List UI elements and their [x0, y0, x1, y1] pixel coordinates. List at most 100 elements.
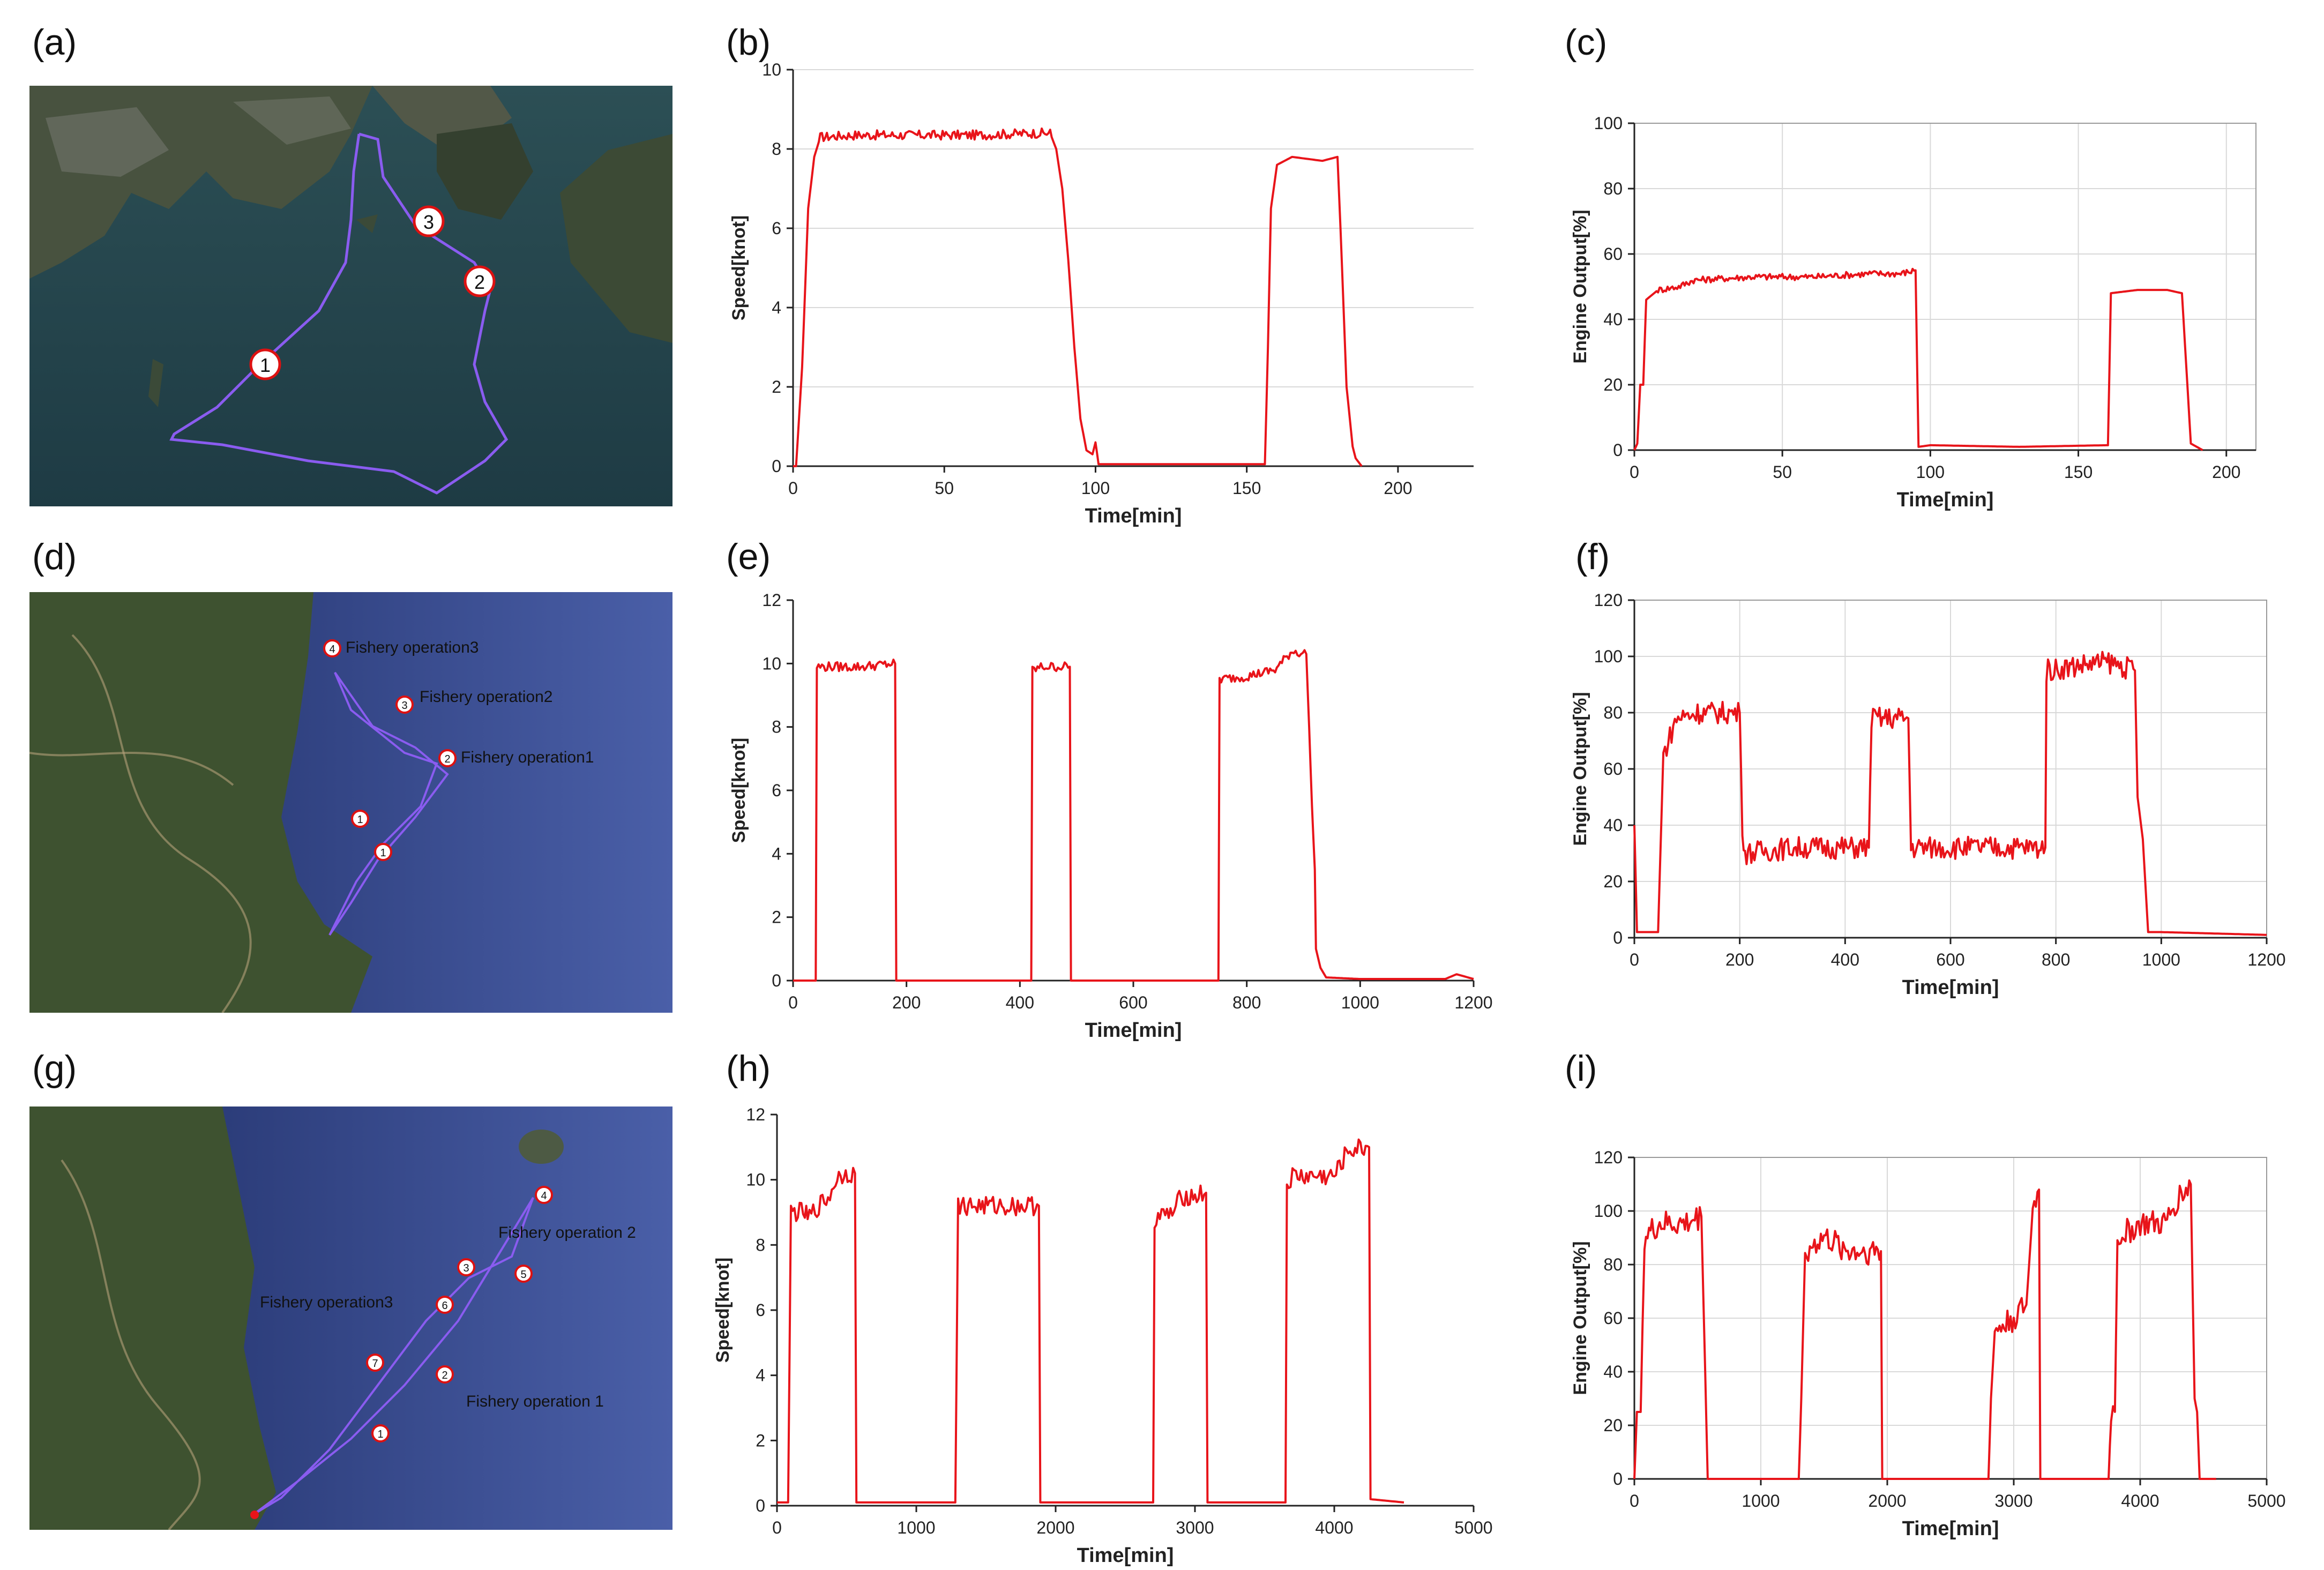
svg-text:3: 3: [423, 211, 434, 233]
vessel-track: [253, 1197, 534, 1515]
x-tick-label-4: 800: [1232, 993, 1261, 1012]
y-tick-label-0: 0: [756, 1496, 765, 1515]
y-tick-label-0: 0: [1613, 928, 1623, 947]
route-marker-4: 4: [535, 1186, 553, 1204]
x-tick-label-0: 0: [772, 1518, 782, 1537]
x-tick-label-5: 5000: [2247, 1491, 2285, 1511]
y-tick-label-2: 40: [1603, 310, 1623, 329]
y-tick-label-2: 40: [1603, 816, 1623, 835]
chart-i: 0 1000 2000 3000 4000 5000 0 20 40 60 80 100 120 Time…: [1554, 1136, 2293, 1543]
series-line-0: [1633, 1179, 2216, 1480]
vessel-track: [169, 132, 509, 495]
x-tick-label-1: 200: [892, 993, 921, 1012]
x-tick-label-4: 200: [1384, 479, 1412, 498]
route-marker-3: 3: [457, 1258, 475, 1276]
route-marker-1b: 1: [374, 843, 392, 861]
route-marker-2: 2: [438, 749, 457, 767]
y-tick-label-4: 8: [772, 139, 781, 159]
x-tick-label-0: 0: [1630, 950, 1639, 969]
x-axis-title: Time[min]: [1897, 489, 1994, 511]
y-tick-label-2: 4: [772, 844, 781, 863]
x-tick-label-2: 400: [1006, 993, 1034, 1012]
chart-e: 0 200 400 600 800 1000 1200 0 2 4 6 8 10 12 Time[min] S…: [713, 579, 1500, 1045]
y-tick-label-0: 0: [772, 457, 781, 476]
operation-label-1: Fishery operation1: [461, 749, 594, 766]
y-axis-title: Speed[knot]: [729, 215, 749, 320]
operation-label-3: Fishery operation3: [346, 639, 479, 656]
y-tick-label-1: 20: [1603, 1416, 1623, 1435]
road-line: [29, 752, 234, 786]
y-tick-label-1: 20: [1603, 872, 1623, 891]
y-tick-label-0: 0: [772, 971, 781, 990]
y-tick-label-0: 0: [1613, 440, 1623, 460]
y-tick-label-4: 8: [772, 717, 781, 737]
y-tick-label-5: 100: [1594, 1201, 1623, 1221]
series-line-0: [793, 127, 1363, 467]
svg-text:3: 3: [401, 700, 407, 712]
map-a: 1 2 3: [29, 86, 672, 506]
x-tick-label-3: 150: [2064, 462, 2093, 482]
y-tick-label-3: 6: [772, 219, 781, 238]
x-tick-label-1: 200: [1725, 950, 1754, 969]
x-tick-label-2: 400: [1831, 950, 1859, 969]
svg-text:5: 5: [520, 1269, 526, 1281]
x-tick-label-3: 150: [1232, 479, 1261, 498]
route-marker-2: 2: [464, 265, 496, 297]
svg-text:1: 1: [357, 814, 363, 826]
x-axis-title: Time[min]: [1085, 505, 1182, 527]
x-axis-title: Time[min]: [1085, 1019, 1182, 1042]
y-tick-label-4: 8: [756, 1235, 765, 1254]
y-tick-label-1: 2: [772, 908, 781, 927]
y-tick-label-1: 2: [756, 1431, 765, 1450]
x-tick-label-5: 5000: [1454, 1518, 1492, 1537]
y-tick-label-4: 80: [1603, 179, 1623, 198]
svg-text:3: 3: [463, 1262, 469, 1274]
route-marker-3: 3: [395, 696, 414, 714]
y-axis-title: Engine Output[%]: [1570, 692, 1590, 846]
chart-h: 0 1000 2000 3000 4000 5000 0 2 4 6 8 10 12 Time[min] S…: [697, 1093, 1500, 1570]
route-marker-1: 1: [371, 1424, 390, 1442]
route-marker-3: 3: [413, 205, 445, 237]
plot-frame: [1634, 123, 2256, 451]
route-marker-7: 7: [366, 1354, 384, 1372]
chart-f: 0 200 400 600 800 1000 1200 0 20 40 60 80 100 120 Time…: [1554, 579, 2293, 1002]
vessel-track: [328, 671, 449, 936]
y-tick-label-0: 0: [1613, 1469, 1623, 1489]
svg-text:7: 7: [372, 1358, 378, 1370]
y-tick-label-2: 4: [772, 298, 781, 317]
y-tick-label-4: 80: [1603, 703, 1623, 722]
series-line-0: [1633, 267, 2203, 451]
route-marker-1a: 1: [351, 810, 369, 828]
y-tick-label-5: 10: [762, 654, 781, 673]
x-tick-label-2: 100: [1081, 479, 1110, 498]
x-axis-title: Time[min]: [1902, 976, 1999, 999]
y-tick-label-5: 100: [1594, 114, 1623, 133]
island: [356, 214, 378, 233]
y-tick-label-2: 40: [1603, 1362, 1623, 1381]
map-d: 4 Fishery operation3 3 Fishery operation…: [29, 592, 672, 1013]
road-line: [61, 1159, 201, 1530]
y-tick-label-3: 60: [1603, 759, 1623, 779]
series-line-0: [793, 649, 1474, 982]
svg-text:1: 1: [380, 847, 386, 859]
land-area: [29, 1107, 276, 1530]
x-tick-label-1: 1000: [897, 1518, 935, 1537]
panel-label-h: (h): [726, 1048, 771, 1089]
y-axis-title: Speed[knot]: [729, 738, 749, 843]
y-tick-label-1: 20: [1603, 375, 1623, 394]
x-tick-label-4: 200: [2212, 462, 2240, 482]
x-tick-label-2: 100: [1916, 462, 1945, 482]
x-tick-label-0: 0: [1630, 1491, 1639, 1511]
urban-area: [233, 96, 351, 145]
panel-label-f: (f): [1575, 536, 1610, 577]
series-line-0: [1633, 651, 2267, 936]
y-tick-label-5: 100: [1594, 647, 1623, 666]
panel-label-e: (e): [726, 536, 771, 577]
x-axis-title: Time[min]: [1902, 1517, 1999, 1540]
x-tick-label-4: 800: [2042, 950, 2070, 969]
island: [148, 359, 163, 407]
panel-label-d: (d): [32, 536, 77, 577]
panel-label-c: (c): [1565, 22, 1608, 63]
x-tick-label-1: 50: [1773, 462, 1792, 482]
x-tick-label-2: 2000: [1868, 1491, 1906, 1511]
